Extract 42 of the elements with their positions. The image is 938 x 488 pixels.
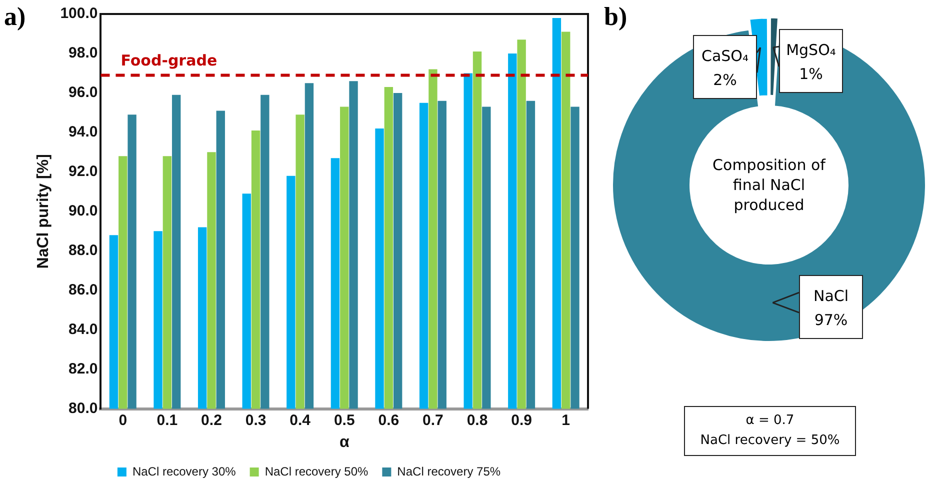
y-tick-label: 82.0 <box>68 360 98 378</box>
callout-box: NaCl 97% <box>799 275 863 339</box>
x-tick-label: 0.9 <box>511 412 532 429</box>
slice-label: MgSO₄ <box>785 40 837 61</box>
data-label: 2% <box>712 70 738 91</box>
y-tick-label: 96.0 <box>68 84 98 102</box>
legend-label: NaCl recovery 50% <box>264 464 369 478</box>
x-tick-label: 0 <box>118 412 128 429</box>
x-axis-title: α <box>339 434 350 451</box>
text: α = 0.7 <box>744 412 796 430</box>
callout-box: MgSO₄ 1% <box>779 29 843 93</box>
x-tick-label: 0.3 <box>245 412 266 429</box>
slice-label: NaCl <box>812 286 850 307</box>
y-axis-title: NaCl purity [%] <box>35 154 52 269</box>
x-tick-label: 1 <box>562 412 570 429</box>
slice-label: CaSO₄ <box>700 46 750 67</box>
x-tick-label: 0.8 <box>466 412 488 429</box>
y-tick-label: 80.0 <box>68 400 98 417</box>
callout-box: CaSO₄ 2% <box>693 35 757 99</box>
ref-line-label: Food-grade <box>120 52 218 70</box>
data-label: 97% <box>813 310 849 331</box>
y-tick-label: 86.0 <box>68 282 98 298</box>
y-tick-label: 90.0 <box>68 202 98 220</box>
y-tick-label: 100.0 <box>60 5 98 22</box>
x-tick-label: 0.6 <box>378 412 400 429</box>
text: NaCl recovery = 50% <box>699 432 841 450</box>
chart-title: a) <box>4 2 26 32</box>
x-tick-label: 0.2 <box>201 412 222 429</box>
x-tick-label: 0.7 <box>422 412 444 429</box>
x-tick-label: 0.1 <box>156 412 178 429</box>
y-tick-label: 88.0 <box>68 242 98 260</box>
y-tick-label: 84.0 <box>68 320 98 338</box>
x-tick-label: 0.5 <box>334 412 355 429</box>
chart-title: b) <box>604 2 628 32</box>
legend-label: NaCl recovery 75% <box>397 464 501 478</box>
text: Composition of final NaCl produced <box>712 155 827 215</box>
y-tick-label: 94.0 <box>68 124 98 141</box>
y-tick-label: 98.0 <box>68 44 98 62</box>
x-tick-label: 0.4 <box>290 412 312 429</box>
y-tick-label: 92.0 <box>68 163 98 180</box>
legend-label: NaCl recovery 30% <box>132 464 236 478</box>
data-label: 1% <box>798 64 824 85</box>
